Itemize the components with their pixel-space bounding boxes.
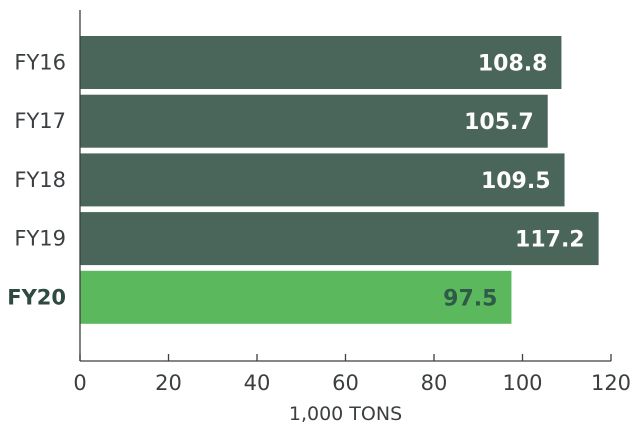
x-tick-label-60: 60 (332, 371, 359, 395)
bar-fy20 (80, 270, 512, 324)
x-axis-ticks (79, 354, 612, 361)
x-tick-label-20: 20 (155, 371, 182, 395)
category-label-fy18: FY18 (14, 168, 66, 192)
category-label-fy17: FY17 (14, 109, 66, 133)
x-axis-title: 1,000 TONS (289, 403, 402, 425)
x-tick-label-100: 100 (502, 371, 542, 395)
category-labels: FY16 FY17 FY18 FY19 FY20 (7, 51, 66, 310)
value-label-fy16: 108.8 (478, 52, 548, 77)
category-label-fy20: FY20 (7, 285, 66, 309)
x-tick-label-120: 120 (591, 371, 631, 395)
value-label-fy20: 97.5 (443, 286, 497, 311)
value-label-fy17: 105.7 (464, 110, 534, 135)
x-tick-label-40: 40 (244, 371, 271, 395)
x-tick-label-80: 80 (421, 371, 448, 395)
bar-fy19 (80, 212, 599, 266)
bar-fy16 (80, 36, 562, 89)
x-axis-tick-labels: 0 20 40 60 80 100 120 (73, 371, 631, 395)
category-label-fy19: FY19 (14, 227, 66, 251)
bar-fy17 (80, 94, 548, 148)
value-labels: 108.8 105.7 109.5 117.2 97.5 (443, 52, 584, 312)
value-label-fy19: 117.2 (515, 228, 585, 253)
bar-fy18 (80, 153, 565, 207)
category-label-fy16: FY16 (14, 51, 66, 75)
bars-group (80, 36, 599, 324)
x-tick-label-0: 0 (73, 371, 86, 395)
value-label-fy18: 109.5 (481, 169, 551, 194)
